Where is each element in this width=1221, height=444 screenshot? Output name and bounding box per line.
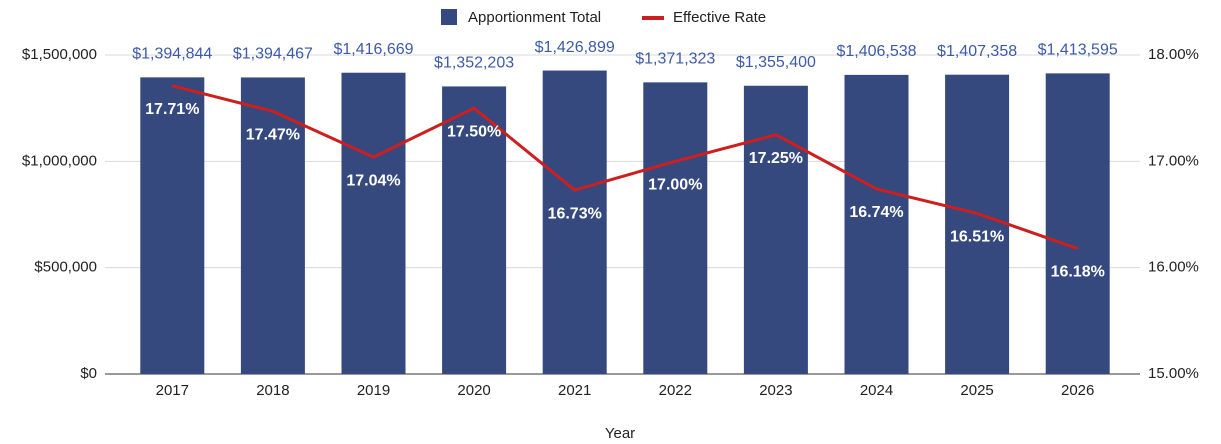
y-tick-label: $0	[80, 365, 97, 382]
rate-line	[171, 84, 1079, 250]
bar	[140, 77, 205, 375]
bar-value-label: $1,371,323	[635, 51, 715, 68]
x-tick-label: 2021	[558, 382, 591, 399]
x-tick-label: 2018	[256, 382, 289, 399]
bar-value-label: $1,413,595	[1038, 42, 1118, 59]
y-tick-label: $1,500,000	[22, 46, 97, 63]
line-value-label: 17.50%	[447, 123, 501, 140]
x-tick-label: 2024	[860, 382, 893, 399]
line-value-label: 16.51%	[950, 229, 1004, 246]
legend-swatch	[441, 9, 457, 25]
line-value-label: 16.18%	[1051, 264, 1105, 281]
bar	[945, 74, 1010, 374]
legend-label: Effective Rate	[673, 9, 766, 26]
y-tick-label: $1,000,000	[22, 152, 97, 169]
bar	[743, 85, 808, 375]
y-tick-label: $500,000	[34, 259, 97, 276]
bar	[844, 74, 909, 374]
x-tick-label: 2022	[659, 382, 692, 399]
bar	[1045, 73, 1110, 375]
x-tick-label: 2019	[357, 382, 390, 399]
y2-tick-label: 18.00%	[1148, 46, 1199, 63]
bar-value-label: $1,426,899	[535, 39, 615, 56]
bar-value-label: $1,394,844	[132, 46, 212, 63]
bar-value-label: $1,406,538	[836, 43, 916, 60]
bar-value-label: $1,355,400	[736, 54, 816, 71]
y2-tick-label: 17.00%	[1148, 152, 1199, 169]
legend-label: Apportionment Total	[468, 9, 601, 26]
line-value-label: 16.73%	[548, 205, 602, 222]
bar-value-label: $1,407,358	[937, 43, 1017, 60]
x-tick-label: 2025	[960, 382, 993, 399]
bar	[341, 72, 406, 374]
x-tick-label: 2026	[1061, 382, 1094, 399]
line-value-label: 17.25%	[749, 150, 803, 167]
x-tick-label: 2017	[156, 382, 189, 399]
line-value-label: 17.04%	[346, 172, 400, 189]
x-tick-label: 2020	[457, 382, 490, 399]
bar-value-label: $1,416,669	[333, 41, 413, 58]
x-axis-title: Year	[605, 425, 635, 442]
bar	[643, 82, 708, 375]
line-value-label: 17.47%	[246, 127, 300, 144]
x-tick-label: 2023	[759, 382, 792, 399]
bar-value-label: $1,352,203	[434, 55, 514, 72]
bar-value-label: $1,394,467	[233, 46, 313, 63]
line-value-label: 17.00%	[648, 177, 702, 194]
bar	[240, 77, 305, 374]
line-value-label: 17.71%	[145, 101, 199, 118]
y2-tick-label: 16.00%	[1148, 259, 1199, 276]
y2-tick-label: 15.00%	[1148, 365, 1199, 382]
bar	[442, 86, 507, 375]
line-value-label: 16.74%	[849, 204, 903, 221]
bar	[542, 70, 607, 374]
